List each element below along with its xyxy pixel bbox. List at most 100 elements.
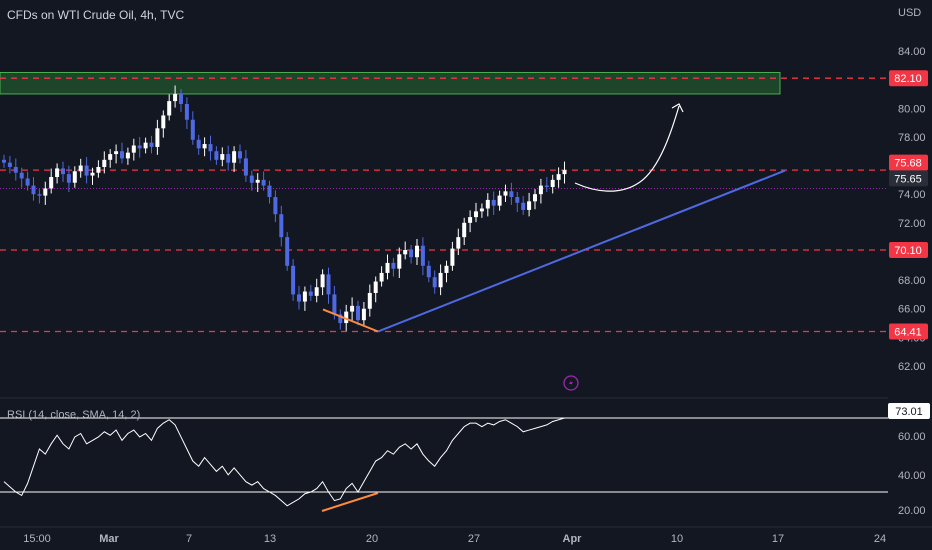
rsi-divergence-line[interactable] [321,492,379,512]
candle-body [415,245,419,258]
candle-body [43,188,48,196]
chart-title: CFDs on WTI Crude Oil, 4h, TVC [7,8,184,22]
price-tick: 68.00 [898,275,926,287]
candle-body [120,151,124,159]
time-tick: Apr [563,533,583,545]
candle-body [208,144,213,152]
price-label-badge [889,70,928,87]
candle-body [297,294,301,302]
rsi-line [3,417,565,507]
price-tick: 72.00 [898,218,926,230]
resistance-zone[interactable] [0,71,781,95]
candle-body [379,272,384,282]
candle-body [491,199,496,206]
candle-body [49,177,54,189]
candle-body [202,144,207,149]
time-tick: 27 [468,533,480,545]
candle-body [2,159,6,163]
candle-body [533,194,537,202]
candle-body [538,185,543,195]
price-label-badge [889,170,928,187]
candle-body [338,314,343,324]
annotations[interactable] [322,103,786,333]
projection-arrow[interactable] [574,105,680,192]
candle-body [391,262,396,269]
time-tick: Mar [99,533,119,545]
candlestick-series [2,85,567,331]
lightning-icon[interactable] [563,375,579,391]
price-label-badge [889,242,928,259]
candle-body [196,139,201,149]
candle-body [261,179,266,186]
price-label-badge [889,323,928,340]
price-divergence-line[interactable] [322,308,379,333]
candle-body [403,250,408,255]
candle-body [249,175,254,183]
candle-body [509,191,514,198]
rsi-label: RSI (14, close, SMA, 14, 2) [7,409,140,421]
price-label-badge [889,154,928,171]
ascending-trendline[interactable] [377,169,786,333]
rsi-pane[interactable]: RSI (14, close, SMA, 14, 2) 73.01 60.00 … [0,403,930,517]
time-tick: 15:00 [23,533,51,545]
candle-body [550,179,555,188]
candle-body [179,93,183,104]
candle-body [314,287,319,296]
time-tick: 7 [186,533,192,545]
candle-body [13,166,18,173]
candle-body [344,311,349,324]
candle-body [521,202,526,210]
price-tick: 78.00 [898,132,926,144]
rsi-value-badge [888,403,930,419]
candle-body [173,93,178,102]
candle-body [19,172,24,179]
level-price-labels: 82.10 75.68 75.65 70.10 64.41 [889,70,928,340]
candle-body [90,172,95,176]
candle-body [562,170,567,175]
candle-body [220,154,225,160]
time-tick: 24 [874,533,886,545]
candle-body [37,194,42,196]
candle-body [444,265,449,273]
candle-body [7,162,12,167]
candle-body [96,166,101,173]
candle-body [515,197,520,203]
time-axis[interactable]: 15:00 Mar 7 13 20 27 Apr 10 17 24 [23,533,886,545]
candle-body [155,128,160,147]
candle-body [456,237,461,249]
candle-body [485,199,490,209]
price-label: 64.41 [894,326,922,338]
time-tick: 17 [772,533,784,545]
candle-body [226,154,231,163]
candle-body [474,211,478,218]
candle-body [161,115,166,129]
candle-body [131,145,136,153]
candle-body [367,292,372,309]
time-tick: 20 [366,533,378,545]
candle-body [143,142,148,149]
candle-body [438,272,443,288]
price-label: 70.10 [894,245,922,257]
candle-body [190,119,195,140]
candle-body [409,250,414,258]
price-tick: 84.00 [898,46,926,58]
price-label: 82.10 [894,73,922,85]
candle-body [149,142,154,147]
rsi-tick-40: 40.00 [898,470,926,482]
candle-body [243,158,248,176]
candle-body [137,145,142,149]
candle-body [527,201,532,210]
candle-body [267,185,272,198]
candle-body [238,151,242,159]
candle-body [332,294,337,315]
time-tick: 10 [671,533,683,545]
candle-body [468,217,473,223]
candle-body [497,195,502,206]
candle-body [503,191,508,196]
candle-body [114,151,119,155]
candle-body [232,151,237,163]
candle-body [356,305,360,321]
candle-body [55,168,60,177]
horizontal-levels[interactable] [0,77,888,333]
